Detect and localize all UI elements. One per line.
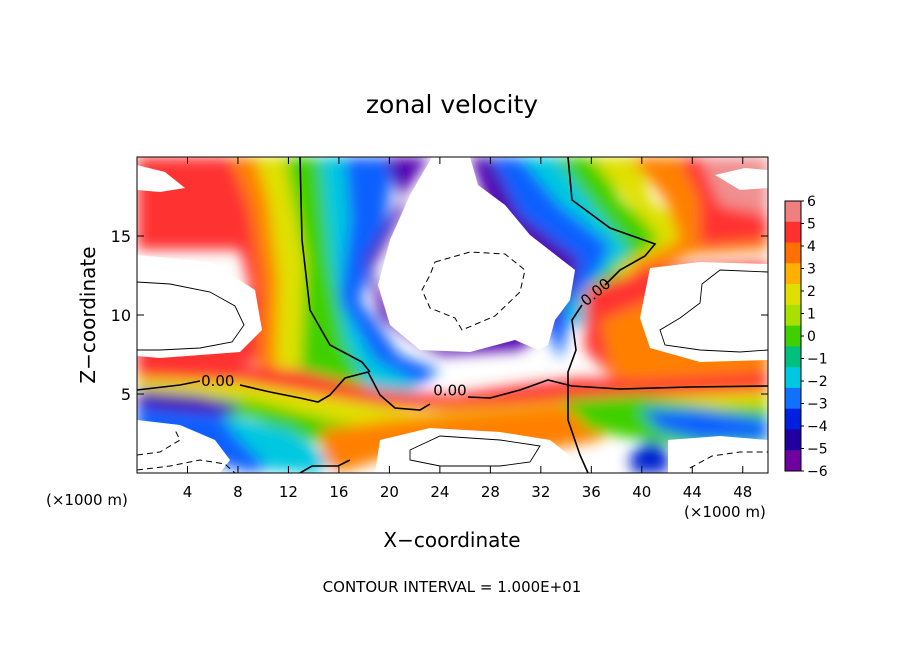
x-tick-label: 4 xyxy=(183,483,193,501)
x-tick-label: 44 xyxy=(683,483,702,501)
x-axis-label: X−coordinate xyxy=(383,528,520,552)
x-tick-label: 20 xyxy=(380,483,399,501)
heatmap-field xyxy=(137,157,768,473)
x-tick-label: 48 xyxy=(733,483,752,501)
colorbar-swatch xyxy=(785,367,801,389)
y-axis-label: Z−coordinate xyxy=(76,246,100,383)
y-tick-label: 5 xyxy=(121,385,131,404)
x-tick-label: 12 xyxy=(279,483,298,501)
x-tick-label: 36 xyxy=(582,483,601,501)
colorbar-label: 1 xyxy=(807,307,816,323)
contour-zero-right-lower xyxy=(567,304,589,473)
colorbar-swatch xyxy=(785,325,801,347)
contour-zero-vertical-left xyxy=(299,157,371,373)
x-tick-label: 24 xyxy=(430,483,449,501)
colorbar-label: 6 xyxy=(807,194,816,210)
colorbar-swatch xyxy=(785,429,801,451)
field-band-blue-bottom xyxy=(630,440,668,473)
colorbar-swatch xyxy=(785,221,801,244)
colorbar-swatch xyxy=(785,387,801,410)
field-white-bottomright xyxy=(668,436,768,473)
contour-positive-right xyxy=(659,269,768,353)
colorbar-swatch xyxy=(785,408,801,430)
field-white-left xyxy=(137,255,262,358)
y-tick-label: 10 xyxy=(111,306,131,325)
field-white-bottomcenter xyxy=(375,428,575,473)
field-white-topleft xyxy=(137,165,185,192)
contour-positive-left xyxy=(137,281,245,351)
x-tick-label: 40 xyxy=(632,483,651,501)
colorbar-swatch xyxy=(785,201,801,223)
colorbar-label: −3 xyxy=(807,397,828,413)
contour-zero-bottom-left xyxy=(299,459,351,473)
x-axis-ticks: 4 8 12 16 20 24 28 32 36 40 44 48 xyxy=(183,157,752,501)
colorbar-label: 0 xyxy=(807,329,816,345)
colorbar-swatch xyxy=(785,263,801,285)
field-band-cyan-low xyxy=(220,415,330,473)
contour-negative-bottomright xyxy=(689,451,768,469)
contour-negative-center xyxy=(421,251,526,331)
field-white-center xyxy=(378,157,575,352)
colorbar: 6 5 4 3 2 1 0 −1 −2 −3 −4 −5 −6 xyxy=(784,194,828,480)
colorbar-label: 4 xyxy=(807,239,816,255)
contour-zero-main xyxy=(137,371,768,411)
y-unit-label: (×1000 m) xyxy=(46,491,128,509)
y-tick-label: 15 xyxy=(111,227,131,246)
field-band-blue-right xyxy=(490,157,620,360)
field-white-bottomleft xyxy=(137,420,230,473)
contour-label: 0.00 xyxy=(433,382,466,400)
colorbar-label: −5 xyxy=(807,442,828,458)
field-white-topright xyxy=(715,168,768,190)
colorbar-swatch xyxy=(785,304,801,327)
chart-title: zonal velocity xyxy=(366,90,538,119)
colorbar-label: −4 xyxy=(807,419,828,435)
colorbar-label: −2 xyxy=(807,374,828,390)
field-band-cyan-center xyxy=(320,157,420,400)
colorbar-label: 5 xyxy=(807,217,816,233)
field-band-purple-left xyxy=(137,390,240,415)
field-band-yellow-right xyxy=(590,157,700,285)
field-white-right xyxy=(640,262,768,362)
x-tick-label: 8 xyxy=(233,483,243,501)
contour-lines xyxy=(137,157,768,473)
y-axis-ticks: 5 10 15 xyxy=(111,227,768,404)
contour-negative-bottomleft xyxy=(137,429,236,473)
field-band-orange-right xyxy=(630,157,768,280)
contour-positive-bottom xyxy=(409,435,541,467)
colorbar-swatch xyxy=(785,346,801,368)
colorbar-label: 2 xyxy=(807,284,816,300)
contour-label: 0.00 xyxy=(201,372,234,390)
colorbar-label: 3 xyxy=(807,262,816,278)
contour-zero-vertical-right xyxy=(567,157,657,286)
colorbar-label: −1 xyxy=(807,352,828,368)
x-tick-label: 32 xyxy=(531,483,550,501)
x-tick-label: 28 xyxy=(481,483,500,501)
colorbar-label: −6 xyxy=(807,464,828,480)
colorbar-swatch xyxy=(785,450,801,472)
colorbar-swatch xyxy=(785,284,801,306)
colorbar-swatch xyxy=(785,242,801,264)
x-tick-label: 16 xyxy=(329,483,348,501)
field-band-blue-lowright xyxy=(640,410,768,440)
field-band-blue-center xyxy=(340,157,440,385)
x-unit-label: (×1000 m) xyxy=(684,503,766,521)
footer-contour-interval: CONTOUR INTERVAL = 1.000E+01 xyxy=(323,578,582,596)
